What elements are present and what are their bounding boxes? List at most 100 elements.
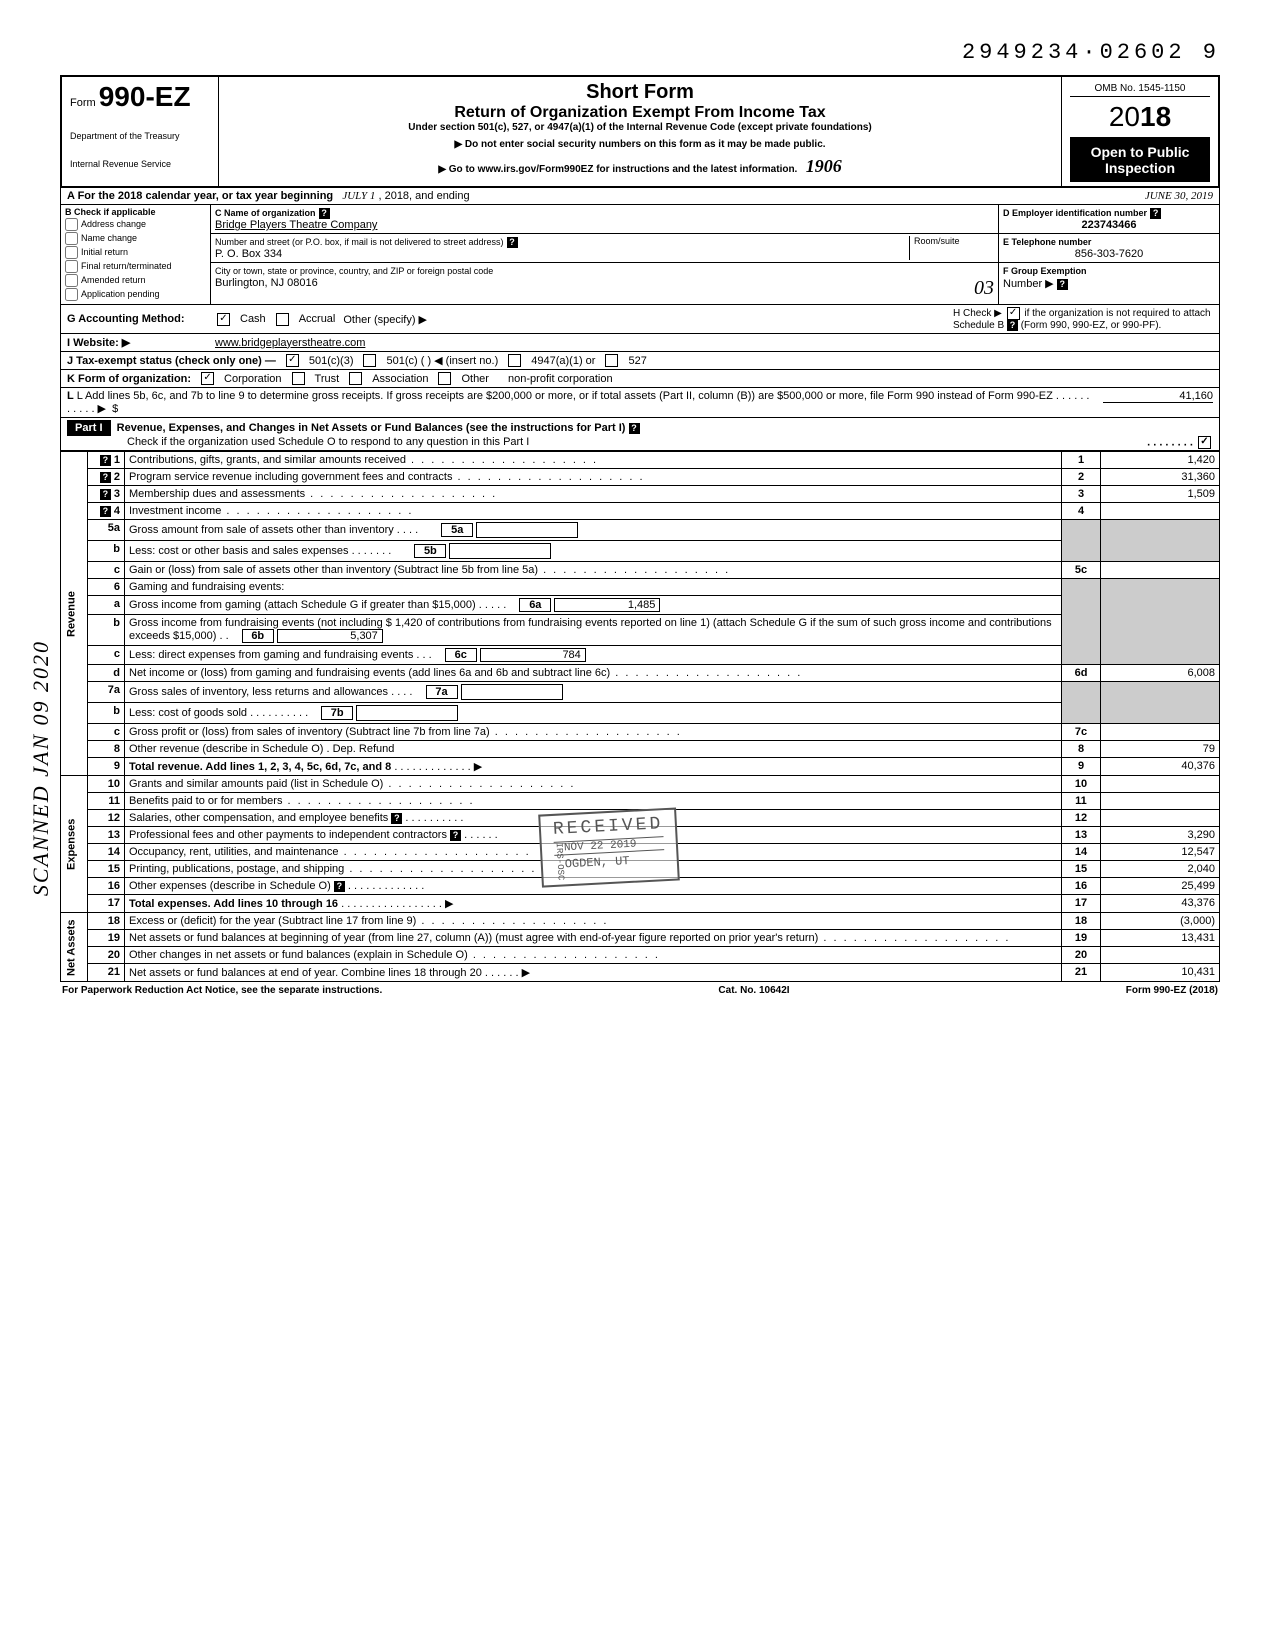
footer-left: For Paperwork Reduction Act Notice, see …	[62, 985, 382, 996]
help-icon[interactable]: ?	[1057, 279, 1068, 290]
line-6d-amt: 6,008	[1101, 665, 1220, 682]
website-value: www.bridgeplayerstheatre.com	[215, 337, 365, 349]
addr-label: Number and street (or P.O. box, if mail …	[215, 237, 503, 247]
help-icon[interactable]: ?	[450, 830, 461, 841]
footer-mid: Cat. No. 10642I	[718, 985, 789, 996]
form-prefix: Form	[70, 97, 96, 109]
row-a-label: A For the 2018 calendar year, or tax yea…	[67, 190, 333, 202]
line-9-amt: 40,376	[1101, 758, 1220, 776]
help-icon[interactable]: ?	[334, 881, 345, 892]
help-icon[interactable]: ?	[100, 506, 111, 517]
line-2-desc: Program service revenue including govern…	[125, 469, 1062, 486]
title-short: Short Form	[227, 81, 1053, 104]
chk-initial-return[interactable]: Initial return	[65, 246, 206, 259]
org-name: Bridge Players Theatre Company	[215, 219, 377, 231]
line-16-amt: 25,499	[1101, 878, 1220, 895]
g-label: G Accounting Method:	[67, 313, 207, 325]
part1-badge: Part I	[67, 420, 111, 436]
f-sub: Number ▶	[1003, 278, 1054, 290]
open-to-public: Open to Public Inspection	[1070, 138, 1210, 182]
help-icon[interactable]: ?	[100, 472, 111, 483]
line-18-amt: (3,000)	[1101, 913, 1220, 930]
line-1-amt: 1,420	[1101, 452, 1220, 469]
footer: For Paperwork Reduction Act Notice, see …	[60, 982, 1220, 999]
line-1-desc: Contributions, gifts, grants, and simila…	[125, 452, 1062, 469]
help-icon[interactable]: ?	[100, 489, 111, 500]
help-icon[interactable]: ?	[391, 813, 402, 824]
chk-name-change[interactable]: Name change	[65, 232, 206, 245]
f-label: F Group Exemption	[1003, 266, 1087, 276]
form-number: 990-EZ	[99, 81, 191, 112]
row-a-end: JUNE 30, 2019	[1145, 190, 1213, 202]
row-i-website: I Website: ▶ www.bridgeplayerstheatre.co…	[60, 334, 1220, 352]
help-icon[interactable]: ?	[629, 423, 640, 434]
form-header: Form 990-EZ Department of the Treasury I…	[60, 75, 1220, 188]
chk-amended-return[interactable]: Amended return	[65, 274, 206, 287]
line-15-amt: 2,040	[1101, 861, 1220, 878]
j-label: J Tax-exempt status (check only one) —	[67, 355, 276, 367]
chk-4947[interactable]	[508, 354, 521, 367]
chk-corp[interactable]	[201, 372, 214, 385]
instruction-www: ▶ Go to www.irs.gov/Form990EZ for instru…	[438, 164, 797, 175]
line-10-desc: Grants and similar amounts paid (list in…	[125, 776, 1062, 793]
line-5c-amt	[1101, 562, 1220, 579]
line-12-amt	[1101, 810, 1220, 827]
line-8-amt: 79	[1101, 741, 1220, 758]
received-stamp: RECEIVED IRS-OSC NOV 22 2019 OGDEN, UT	[538, 807, 680, 887]
omb-number: OMB No. 1545-1150	[1070, 81, 1210, 97]
part1-check-text: Check if the organization used Schedule …	[127, 436, 529, 448]
addr-value: P. O. Box 334	[215, 248, 282, 260]
instruction-ssn: ▶ Do not enter social security numbers o…	[227, 139, 1053, 150]
chk-527[interactable]	[605, 354, 618, 367]
line-8-desc: Other revenue (describe in Schedule O) .…	[125, 741, 1062, 758]
help-icon[interactable]: ?	[1150, 208, 1161, 219]
chk-h[interactable]	[1007, 307, 1020, 320]
line-9-desc: Total revenue. Add lines 1, 2, 3, 4, 5c,…	[125, 758, 1062, 776]
chk-accrual[interactable]	[276, 313, 289, 326]
line-13-amt: 3,290	[1101, 827, 1220, 844]
e-label: E Telephone number	[1003, 237, 1091, 247]
line-19-desc: Net assets or fund balances at beginning…	[125, 930, 1062, 947]
l-text: L Add lines 5b, 6c, and 7b to line 9 to …	[77, 390, 1053, 402]
line-7b-desc: Less: cost of goods sold . . . . . . . .…	[125, 703, 1062, 724]
chk-assoc[interactable]	[349, 372, 362, 385]
scanned-stamp: SCANNED JAN 09 2020	[28, 640, 54, 896]
chk-address-change[interactable]: Address change	[65, 218, 206, 231]
side-net-assets: Net Assets	[61, 913, 88, 982]
line-7a-desc: Gross sales of inventory, less returns a…	[125, 682, 1062, 703]
line-4-amt	[1101, 503, 1220, 520]
city-value: Burlington, NJ 08016	[215, 277, 318, 289]
line-21-desc: Net assets or fund balances at end of ye…	[125, 964, 1062, 982]
row-j-tax-status: J Tax-exempt status (check only one) — 5…	[60, 352, 1220, 370]
help-icon[interactable]: ?	[1007, 320, 1018, 331]
room-suite-label: Room/suite	[909, 236, 994, 260]
h-text: H Check ▶ if the organization is not req…	[953, 307, 1213, 331]
line-11-desc: Benefits paid to or for members	[125, 793, 1062, 810]
part1-header: Part I Revenue, Expenses, and Changes in…	[60, 418, 1220, 451]
help-icon[interactable]: ?	[507, 237, 518, 248]
line-7c-desc: Gross profit or (loss) from sales of inv…	[125, 724, 1062, 741]
chk-final-return[interactable]: Final return/terminated	[65, 260, 206, 273]
chk-501c3[interactable]	[286, 354, 299, 367]
chk-other-org[interactable]	[438, 372, 451, 385]
line-17-amt: 43,376	[1101, 895, 1220, 913]
ein-value: 223743466	[1003, 219, 1215, 231]
line-11-amt	[1101, 793, 1220, 810]
row-a-mid: , 2018, and ending	[378, 190, 469, 202]
phone-value: 856-303-7620	[1003, 248, 1215, 260]
help-icon[interactable]: ?	[319, 208, 330, 219]
line-5c-desc: Gain or (loss) from sale of assets other…	[125, 562, 1062, 579]
chk-application-pending[interactable]: Application pending	[65, 288, 206, 301]
k-other-value: non-profit corporation	[508, 373, 613, 385]
k-label: K Form of organization:	[67, 373, 191, 385]
chk-501c[interactable]	[363, 354, 376, 367]
row-a-begin: JULY 1	[342, 190, 375, 202]
line-6d-desc: Net income or (loss) from gaming and fun…	[125, 665, 1062, 682]
help-icon[interactable]: ?	[100, 455, 111, 466]
chk-trust[interactable]	[292, 372, 305, 385]
chk-schedule-o[interactable]	[1198, 436, 1211, 449]
side-revenue: Revenue	[61, 452, 88, 776]
chk-cash[interactable]	[217, 313, 230, 326]
line-3-desc: Membership dues and assessments	[125, 486, 1062, 503]
line-17-desc: Total expenses. Add lines 10 through 16 …	[125, 895, 1062, 913]
